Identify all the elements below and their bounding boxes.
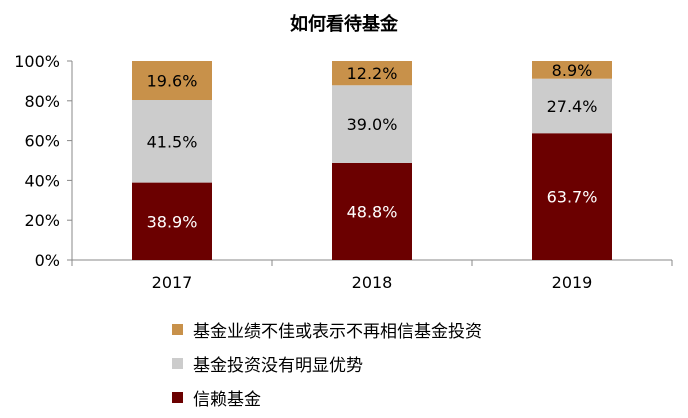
data-label: 8.9% xyxy=(552,61,593,80)
legend-label: 基金业绩不佳或表示不再相信基金投资 xyxy=(193,321,482,342)
data-label: 12.2% xyxy=(347,64,398,83)
x-tick-label: 2017 xyxy=(152,273,193,292)
data-label: 48.8% xyxy=(347,202,398,221)
y-tick-label: 100% xyxy=(14,52,60,71)
bar-segment xyxy=(332,162,412,260)
y-tick-label: 20% xyxy=(24,211,60,230)
y-tick-label: 40% xyxy=(24,171,60,190)
bar-segment xyxy=(132,100,212,183)
legend-item: 基金投资没有明显优势 xyxy=(172,346,482,380)
legend-swatch xyxy=(172,357,183,369)
data-label: 38.9% xyxy=(147,212,198,231)
legend-swatch xyxy=(172,391,183,403)
y-tick-label: 80% xyxy=(24,92,60,111)
bar-segment xyxy=(532,61,612,79)
legend-label: 基金投资没有明显优势 xyxy=(193,355,363,376)
data-label: 63.7% xyxy=(547,188,598,207)
legend-label: 信赖基金 xyxy=(193,389,261,410)
legend-item: 基金业绩不佳或表示不再相信基金投资 xyxy=(172,312,482,346)
data-label: 41.5% xyxy=(147,132,198,151)
chart-title: 如何看待基金 xyxy=(290,14,398,35)
bar-segment xyxy=(132,61,212,101)
x-tick-label: 2019 xyxy=(552,273,593,292)
data-label: 19.6% xyxy=(147,72,198,91)
data-label: 39.0% xyxy=(347,115,398,134)
bar-segment xyxy=(332,85,412,163)
bar-segment xyxy=(532,78,612,134)
bar-segment xyxy=(332,61,412,86)
data-label: 27.4% xyxy=(547,97,598,116)
legend-swatch xyxy=(172,323,183,335)
y-tick-label: 0% xyxy=(35,251,60,270)
x-tick-label: 2018 xyxy=(352,273,393,292)
legend-item: 信赖基金 xyxy=(172,380,482,414)
bar-segment xyxy=(132,182,212,260)
y-tick-label: 60% xyxy=(24,132,60,151)
bar-segment xyxy=(532,133,612,260)
chart-legend: 基金业绩不佳或表示不再相信基金投资 基金投资没有明显优势 信赖基金 xyxy=(172,312,482,414)
